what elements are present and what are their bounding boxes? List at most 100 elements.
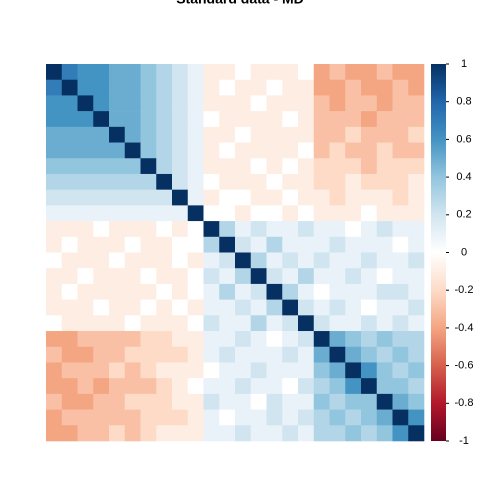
heatmap-cell <box>93 236 110 253</box>
heatmap-cell <box>408 158 425 175</box>
heatmap-cell <box>408 425 425 442</box>
heatmap-cell <box>408 299 425 316</box>
heatmap-cell <box>77 299 94 316</box>
heatmap-cell <box>282 315 299 332</box>
heatmap-cell <box>203 126 220 143</box>
colorbar-tick-label: 0 <box>461 246 467 258</box>
heatmap-cell <box>235 95 252 112</box>
heatmap-cell <box>77 362 94 379</box>
heatmap-cell <box>392 64 409 81</box>
heatmap-cell <box>140 409 157 426</box>
heatmap-cell <box>376 346 393 363</box>
heatmap-cell <box>361 409 378 426</box>
heatmap-cell <box>46 236 63 253</box>
heatmap-cell <box>109 331 126 348</box>
heatmap-cell <box>77 252 94 269</box>
heatmap-cell <box>187 111 204 128</box>
heatmap-cell <box>376 79 393 96</box>
heatmap-cell <box>172 189 189 206</box>
heatmap-cell <box>187 142 204 159</box>
heatmap-cell <box>298 189 315 206</box>
heatmap-cell <box>376 205 393 222</box>
heatmap-cell <box>298 346 315 363</box>
heatmap-cell <box>376 378 393 395</box>
heatmap-cell <box>203 299 220 316</box>
heatmap-cell <box>298 111 315 128</box>
heatmap-cell <box>124 378 141 395</box>
heatmap-cell <box>203 252 220 269</box>
heatmap-cell <box>172 331 189 348</box>
heatmap-cell <box>219 409 236 426</box>
heatmap-cell <box>235 425 252 442</box>
heatmap-cell <box>203 268 220 285</box>
heatmap-cell <box>219 283 236 300</box>
heatmap-cell <box>219 236 236 253</box>
heatmap-cell <box>345 315 362 332</box>
heatmap-cell <box>250 189 267 206</box>
heatmap-cell <box>329 362 346 379</box>
heatmap-cell <box>109 283 126 300</box>
heatmap-cell <box>187 409 204 426</box>
heatmap-cell <box>140 393 157 410</box>
heatmap-cell <box>46 79 63 96</box>
heatmap-cell <box>329 205 346 222</box>
heatmap-cell <box>313 221 330 238</box>
heatmap-cell <box>250 331 267 348</box>
heatmap-cell <box>250 64 267 81</box>
heatmap-cell <box>219 252 236 269</box>
heatmap-cell <box>250 409 267 426</box>
heatmap-cell <box>392 79 409 96</box>
heatmap-cell <box>187 158 204 175</box>
colorbar-tick-label: -0.8 <box>455 397 474 409</box>
heatmap-cell <box>235 111 252 128</box>
heatmap-cell <box>376 236 393 253</box>
heatmap-cell <box>345 189 362 206</box>
heatmap-cell <box>156 158 173 175</box>
chart-title: Standard data - MD <box>176 0 304 7</box>
heatmap-cell <box>61 346 78 363</box>
heatmap-cell <box>219 425 236 442</box>
heatmap-cell <box>345 283 362 300</box>
colorbar-tick-label: 0.2 <box>456 209 471 221</box>
heatmap-cell <box>282 126 299 143</box>
heatmap-cell <box>61 126 78 143</box>
heatmap-cell <box>93 331 110 348</box>
heatmap-cell <box>219 205 236 222</box>
heatmap-cell <box>313 283 330 300</box>
heatmap-cell <box>345 221 362 238</box>
heatmap-cell <box>46 331 63 348</box>
heatmap-cell <box>77 79 94 96</box>
heatmap-cell <box>77 173 94 190</box>
heatmap-cell <box>392 362 409 379</box>
heatmap-cell <box>61 268 78 285</box>
heatmap-cell <box>392 315 409 332</box>
heatmap-cell <box>172 236 189 253</box>
heatmap-cell <box>203 315 220 332</box>
heatmap-cell <box>187 236 204 253</box>
heatmap-cell <box>250 79 267 96</box>
heatmap-cell <box>361 95 378 112</box>
heatmap-cell <box>140 378 157 395</box>
heatmap-cell <box>282 158 299 175</box>
heatmap-cell <box>329 409 346 426</box>
heatmap-cell <box>392 268 409 285</box>
heatmap-cell <box>46 315 63 332</box>
heatmap-cell <box>187 95 204 112</box>
heatmap-cell <box>93 64 110 81</box>
heatmap-cell <box>140 173 157 190</box>
heatmap-cell <box>408 409 425 426</box>
heatmap-cell <box>313 126 330 143</box>
heatmap-cell <box>408 346 425 363</box>
heatmap-cell <box>235 221 252 238</box>
heatmap-cell <box>187 331 204 348</box>
heatmap-cell <box>61 79 78 96</box>
heatmap-cell <box>329 111 346 128</box>
heatmap-cell <box>250 252 267 269</box>
heatmap-cell <box>392 111 409 128</box>
heatmap-cell <box>109 126 126 143</box>
heatmap-cell <box>266 126 283 143</box>
heatmap-cell <box>77 283 94 300</box>
heatmap-cell <box>124 362 141 379</box>
heatmap-cell <box>392 205 409 222</box>
